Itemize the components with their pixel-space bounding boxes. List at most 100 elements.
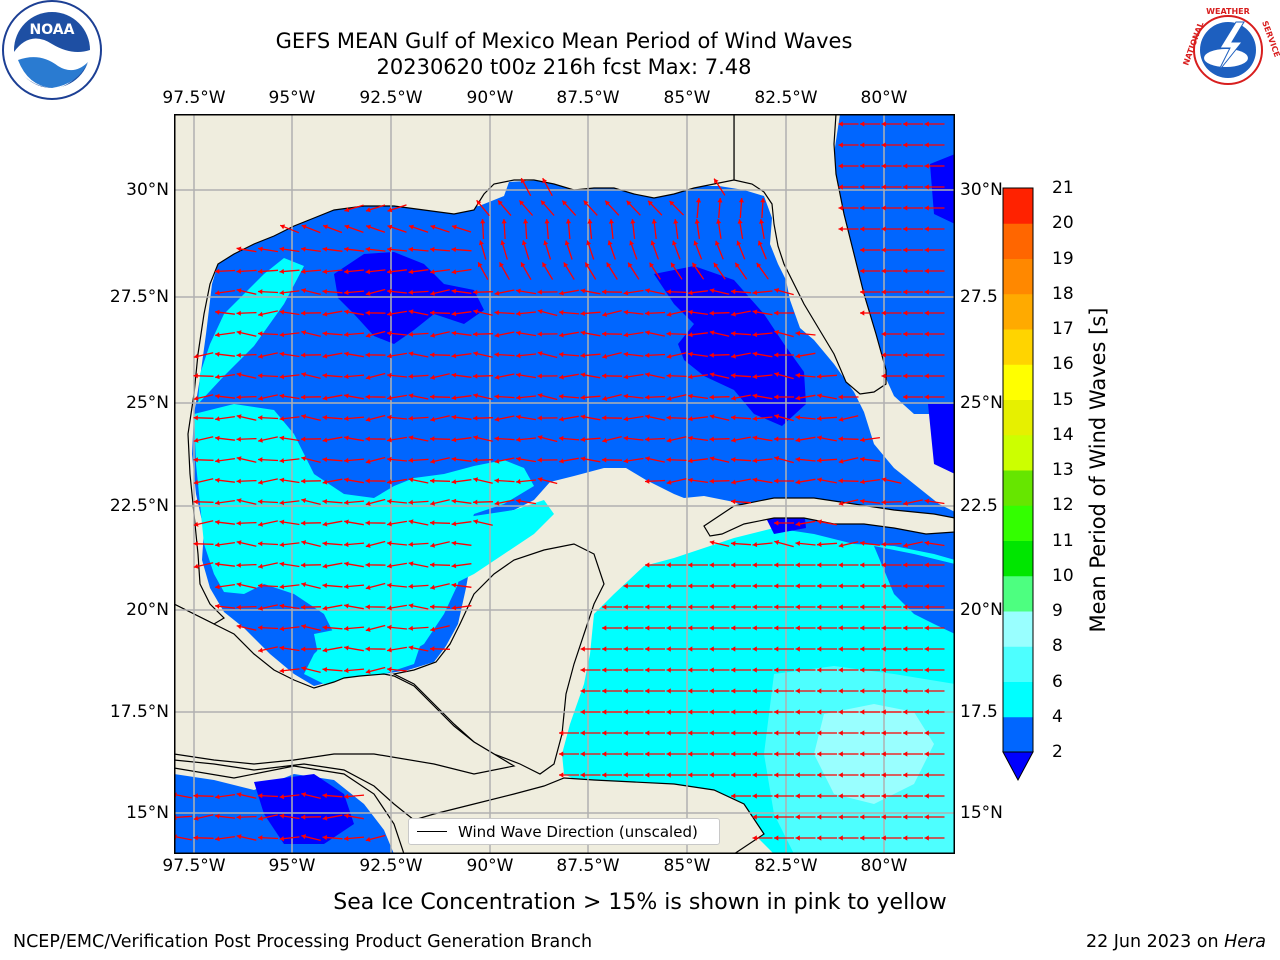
wind-arrow-head [301,604,306,610]
wind-arrow-head [494,478,499,484]
wind-arrow-head [236,394,241,400]
wind-arrow-head [344,645,349,651]
wind-arrow-head [430,224,436,230]
lon-tick-bottom: 97.5°W [162,856,226,876]
wind-arrow-head [322,395,328,401]
wind-arrow-head [623,709,628,715]
wind-arrow-head [258,457,263,463]
wind-arrow-head [903,500,908,506]
wind-arrow-head [924,772,929,778]
colorbar-frame [1002,187,1034,753]
wind-arrow-head [258,605,263,611]
wind-arrow-head [774,288,780,293]
wind-arrow-head [860,730,865,736]
wind-arrow-head [881,772,886,778]
wind-arrow-head [387,456,392,462]
wind-arrow-head [731,415,736,421]
colorbar-tick-label: 18 [1052,283,1074,304]
wind-arrow-head [520,262,526,268]
wind-arrow-head [564,240,570,246]
wind-arrow-head [301,436,306,442]
colorbar-tick-label: 14 [1052,424,1074,445]
wind-arrow-head [473,435,478,441]
wind-arrow-head [795,562,800,568]
wind-arrow-head [795,646,800,652]
wind-arrow-head [344,435,349,441]
wind-arrow-head [494,332,500,338]
wind-arrow-head [408,393,414,399]
wind-arrow-head [473,393,478,399]
wind-arrow-head [881,562,886,568]
wind-arrow-head [774,583,779,589]
wind-arrow-head [279,542,285,548]
colorbar-segment [1003,540,1033,577]
wind-arrow-head [881,835,886,841]
lat-tick-right: 17.5 [960,702,998,722]
wind-arrow-head [193,415,198,421]
wind-arrow-head [408,331,413,337]
wind-arrow-head [752,814,757,820]
wind-arrow-head [860,667,865,673]
wind-arrow-head [623,688,628,694]
wind-arrow-head [860,835,865,841]
wind-arrow-head [301,394,306,400]
wind-arrow-head [365,458,371,464]
wind-arrow-head [838,562,843,568]
wind-arrow-head [476,200,482,206]
wind-arrow-head [408,561,414,567]
wind-arrow-head [430,246,435,253]
wind-arrow-head [623,374,629,380]
wind-arrow-head [881,121,886,127]
lat-tick-left: 22.5°N [109,496,169,516]
wind-arrow-head [366,207,371,213]
colorbar-tick-label: 4 [1052,706,1063,727]
wind-arrow-head [693,240,699,246]
wind-arrow-head [860,184,865,190]
wind-arrow-head [688,604,693,610]
wind-arrow-head [817,477,822,483]
wind-arrow-head [322,815,328,821]
wind-arrow-head [881,184,886,190]
wind-arrow-head [881,583,886,589]
wind-arrow-head [322,289,327,295]
wind-arrow-head [408,499,413,505]
wind-arrow-head [301,666,307,672]
wind-arrow-head [559,374,564,380]
florida-land [733,114,887,395]
wind-arrow-head [774,394,779,400]
wind-arrow-head [322,373,327,379]
wind-arrow-head [580,436,585,442]
wind-arrow-head [688,562,693,568]
wind-arrow-head [774,562,779,568]
wind-arrow-head [860,814,865,820]
wind-arrow-head [688,416,693,422]
wind-arrow-head [817,793,822,799]
wind-arrow-head [924,289,929,295]
wind-arrow-head [666,688,671,694]
wind-arrow-head [279,290,285,296]
wind-arrow-head [451,247,456,253]
wind-arrow-head [516,456,521,462]
wind-arrow-head [838,709,843,715]
wind-arrow-head [623,583,628,589]
wind-arrow-head [838,458,844,464]
wind-arrow-head [774,604,779,610]
wind-arrow-head [774,414,780,419]
wind-arrow-head [903,205,908,211]
wind-arrow-head [236,582,242,588]
wind-arrow-head [838,730,843,736]
wind-arrow-head [258,835,263,841]
wind-arrow-head [365,478,370,484]
wind-arrow-head [795,353,801,359]
wind-arrow-head [301,268,306,275]
wind-arrow-head [838,184,843,190]
wind-arrow-head [629,240,634,246]
wind-arrow-head [881,688,886,694]
wind-arrow-head [537,393,543,399]
footer-date: 22 Jun 2023 on [1085,932,1225,952]
wind-arrow-head [903,562,908,568]
wind-arrow-head [623,667,628,673]
wind-arrow-head [516,498,521,504]
wind-arrow-head [323,224,328,230]
wind-arrow-head [344,477,349,483]
